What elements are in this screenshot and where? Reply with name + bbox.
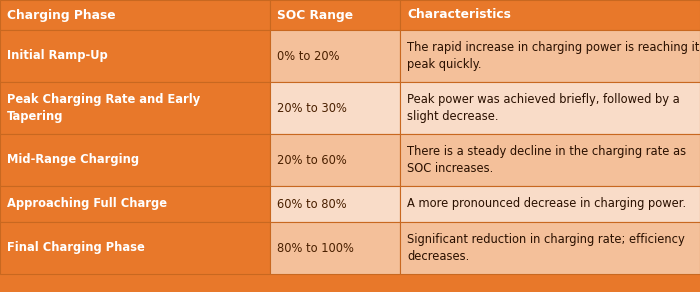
- Text: SOC Range: SOC Range: [277, 8, 353, 22]
- Bar: [400, 0, 700, 30]
- Bar: [270, 30, 400, 82]
- Bar: [400, 82, 700, 134]
- Bar: [0, 186, 270, 222]
- Bar: [0, 134, 270, 186]
- Text: 20% to 30%: 20% to 30%: [277, 102, 347, 114]
- Text: Significant reduction in charging rate; efficiency
decreases.: Significant reduction in charging rate; …: [407, 233, 685, 263]
- Text: 60% to 80%: 60% to 80%: [277, 197, 346, 211]
- Text: There is a steady decline in the charging rate as
SOC increases.: There is a steady decline in the chargin…: [407, 145, 686, 175]
- Text: Peak power was achieved briefly, followed by a
slight decrease.: Peak power was achieved briefly, followe…: [407, 93, 680, 123]
- Bar: [270, 222, 400, 274]
- Bar: [270, 82, 400, 134]
- Bar: [0, 0, 270, 30]
- Text: The rapid increase in charging power is reaching its
peak quickly.: The rapid increase in charging power is …: [407, 41, 700, 71]
- Bar: [0, 30, 270, 82]
- Text: 0% to 20%: 0% to 20%: [277, 50, 339, 62]
- Bar: [400, 134, 700, 186]
- Text: 80% to 100%: 80% to 100%: [277, 241, 354, 255]
- Bar: [400, 186, 700, 222]
- Text: Charging Phase: Charging Phase: [7, 8, 116, 22]
- Text: Final Charging Phase: Final Charging Phase: [7, 241, 145, 255]
- Bar: [400, 222, 700, 274]
- Text: Initial Ramp-Up: Initial Ramp-Up: [7, 50, 108, 62]
- Bar: [270, 186, 400, 222]
- Bar: [0, 222, 270, 274]
- Text: A more pronounced decrease in charging power.: A more pronounced decrease in charging p…: [407, 197, 686, 211]
- Text: Approaching Full Charge: Approaching Full Charge: [7, 197, 167, 211]
- Bar: [270, 134, 400, 186]
- Bar: [270, 0, 400, 30]
- Text: Characteristics: Characteristics: [407, 8, 511, 22]
- Bar: [400, 30, 700, 82]
- Text: 20% to 60%: 20% to 60%: [277, 154, 346, 166]
- Text: Mid-Range Charging: Mid-Range Charging: [7, 154, 139, 166]
- Text: Peak Charging Rate and Early
Tapering: Peak Charging Rate and Early Tapering: [7, 93, 200, 123]
- Bar: [0, 82, 270, 134]
